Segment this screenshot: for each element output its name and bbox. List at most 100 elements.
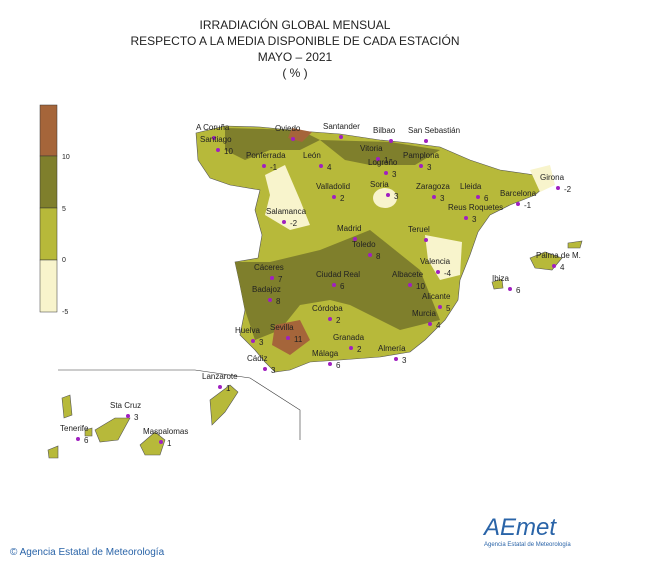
station-dot: [552, 264, 556, 268]
island: [94, 417, 131, 443]
legend-swatch: [39, 104, 58, 157]
station-value: -4: [444, 269, 452, 278]
station-value: -2: [564, 185, 572, 194]
title: IRRADIACIÓN GLOBAL MENSUAL RESPECTO A LA…: [131, 17, 460, 80]
zone-low: [265, 165, 310, 230]
station-dot: [332, 195, 336, 199]
station-dot: [386, 193, 390, 197]
station-name: Cádiz: [247, 354, 267, 363]
station-name: Sevilla: [270, 323, 294, 332]
station-value: 8: [276, 297, 281, 306]
station-dot: [76, 437, 80, 441]
station-value: -1: [270, 163, 278, 172]
station-name: Ponferrada: [246, 151, 286, 160]
station-value: 3: [392, 170, 397, 179]
station-name: Badajoz: [252, 285, 281, 294]
station-value: 1: [226, 384, 231, 393]
station-dot: [368, 253, 372, 257]
station-dot: [476, 195, 480, 199]
legend-label: 10: [62, 154, 70, 161]
island: [209, 384, 239, 426]
station-name: Tenerife: [60, 424, 89, 433]
station-name: Lleida: [460, 182, 482, 191]
station-name: Pamplona: [403, 151, 440, 160]
station-name: León: [303, 151, 321, 160]
station-value: 6: [516, 286, 521, 295]
station-name: Zaragoza: [416, 182, 450, 191]
station-value: 3: [440, 194, 445, 203]
station-dot: [419, 164, 423, 168]
station-dot: [328, 362, 332, 366]
station-dot: [268, 298, 272, 302]
station-value: 4: [436, 321, 441, 330]
station-dot: [464, 216, 468, 220]
station-dot: [394, 357, 398, 361]
peninsula: [195, 125, 583, 373]
station-dot: [270, 276, 274, 280]
station-value: 1: [167, 439, 172, 448]
station-name: Valencia: [420, 257, 451, 266]
station-name: Girona: [540, 173, 565, 182]
station-value: 4: [560, 263, 565, 272]
station-dot: [436, 270, 440, 274]
title-line: IRRADIACIÓN GLOBAL MENSUAL: [200, 17, 391, 32]
station-value: -2: [290, 219, 298, 228]
station-dot: [282, 220, 286, 224]
station-value: 3: [134, 413, 139, 422]
station-name: Almería: [378, 344, 406, 353]
station-value: 8: [376, 252, 381, 261]
zone-high: [320, 140, 440, 165]
station-dot: [218, 385, 222, 389]
station-name: Santiago: [200, 135, 232, 144]
station-dot: [332, 283, 336, 287]
station-value: -1: [524, 201, 532, 210]
station-name: Sta Cruz: [110, 401, 141, 410]
station-value: 3: [427, 163, 432, 172]
station-name: San Sebastián: [408, 126, 460, 135]
station-dot: [251, 339, 255, 343]
station-value: 4: [327, 163, 332, 172]
station-dot: [263, 367, 267, 371]
station-name: Cáceres: [254, 263, 284, 272]
station-value: 5: [446, 304, 451, 313]
station-name: Granada: [333, 333, 365, 342]
station-name: Albacete: [392, 270, 424, 279]
station-dot: [353, 237, 357, 241]
station-dot: [508, 287, 512, 291]
legend-label: 5: [62, 206, 66, 213]
station-name: Barcelona: [500, 189, 537, 198]
station-name: Ibiza: [492, 274, 509, 283]
logo: AEmet: [482, 514, 557, 541]
station-name: Valladolid: [316, 182, 350, 191]
station-value: 3: [402, 356, 407, 365]
logo-subtitle: Agencia Estatal de Meteorología: [484, 542, 571, 548]
station-name: Maspalomas: [143, 427, 188, 436]
station-value: 7: [278, 275, 283, 284]
station-value: 10: [224, 147, 233, 156]
inset-border: [58, 369, 301, 440]
station-dot: [556, 186, 560, 190]
station-dot: [159, 440, 163, 444]
station-dot: [432, 195, 436, 199]
footer: © Agencia Estatal de Meteorología AEmet …: [10, 514, 571, 558]
station-value: 2: [340, 194, 345, 203]
station-name: Ciudad Real: [316, 270, 360, 279]
station-name: Oviedo: [275, 124, 301, 133]
station-name: Alicante: [422, 292, 451, 301]
station-name: Soria: [370, 180, 389, 189]
station-value: 3: [271, 366, 276, 375]
station-dot: [428, 322, 432, 326]
copyright: © Agencia Estatal de Meteorología: [10, 547, 165, 558]
station-dot: [328, 317, 332, 321]
title-line: ( % ): [282, 66, 307, 80]
station-name: Palma de M.: [536, 251, 581, 260]
legend: 10 5 0 -5: [39, 104, 70, 316]
station-dot: [516, 202, 520, 206]
canarias: [47, 369, 301, 459]
station-name: Madrid: [337, 224, 361, 233]
station-name: Salamanca: [266, 207, 307, 216]
title-line: RESPECTO A LA MEDIA DISPONIBLE DE CADA E…: [131, 33, 460, 48]
island: [567, 240, 583, 249]
